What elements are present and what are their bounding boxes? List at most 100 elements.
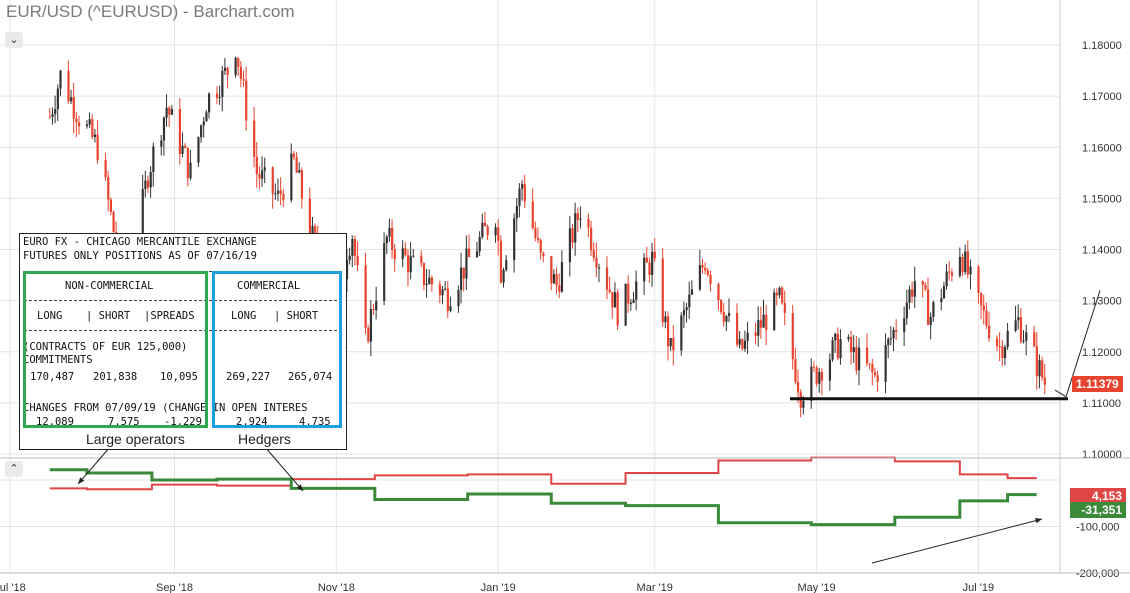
candle-body xyxy=(839,339,842,359)
candle-body xyxy=(146,180,150,188)
candle-body xyxy=(590,227,593,251)
candle-body xyxy=(765,314,768,331)
c-long-value: 269,227 xyxy=(226,371,271,383)
x-tick-label: May '19 xyxy=(797,582,835,593)
candle-body xyxy=(701,265,704,268)
candle-body xyxy=(1025,332,1028,341)
candle-body xyxy=(632,299,635,303)
chevron-down-icon[interactable]: ⌄ xyxy=(5,32,23,48)
candle-body xyxy=(200,125,203,138)
chevron-up-icon[interactable]: ⌃ xyxy=(5,461,23,477)
candle-body xyxy=(1006,330,1009,348)
candle-body xyxy=(791,313,794,360)
candle-body xyxy=(274,193,277,195)
candle-body xyxy=(178,108,182,154)
candle-body xyxy=(412,255,415,257)
candle-body xyxy=(409,256,412,273)
candle-body xyxy=(834,333,837,341)
candle-body xyxy=(743,340,747,349)
candle-body xyxy=(746,332,749,341)
y-tick-label: 1.14000 xyxy=(1082,245,1122,257)
candle-body xyxy=(112,211,115,233)
candle-body xyxy=(109,199,113,212)
candle-body xyxy=(982,305,985,311)
candle-body xyxy=(184,145,187,148)
candle-body xyxy=(728,312,731,317)
candle-body xyxy=(181,145,184,154)
c-short-label: | SHORT xyxy=(274,310,319,322)
arrow-large-operators-head xyxy=(78,477,85,484)
candle-body xyxy=(539,240,542,253)
candle-body xyxy=(404,248,407,256)
candle-body xyxy=(1001,346,1004,359)
nc-long-label: LONG xyxy=(37,310,63,322)
candle-body xyxy=(242,78,245,81)
candle-body xyxy=(497,227,500,241)
candle-body xyxy=(144,180,147,190)
candle-body xyxy=(940,298,943,303)
candle-body xyxy=(420,255,423,264)
candle-body xyxy=(494,227,497,236)
candle-body xyxy=(292,153,296,158)
candle-body xyxy=(876,375,879,382)
candle-body xyxy=(536,237,540,241)
c-long-label: LONG xyxy=(231,310,257,322)
candle-body xyxy=(754,332,757,336)
candle-body xyxy=(430,277,434,285)
candle-body xyxy=(680,315,683,351)
cot-title-line2: FUTURES ONLY POSITIONS AS OF 07/16/19 xyxy=(23,250,257,262)
candle-body xyxy=(300,170,304,199)
candle-body xyxy=(1038,360,1041,377)
candle-body xyxy=(616,292,619,326)
candle-body xyxy=(465,248,468,279)
candle-body xyxy=(444,288,447,290)
candle-body xyxy=(467,248,471,258)
candle-body xyxy=(924,284,927,290)
candle-body xyxy=(1019,317,1023,342)
y-tick-label: 1.16000 xyxy=(1082,142,1122,154)
candle-body xyxy=(608,289,611,293)
nc-long-value: 170,487 xyxy=(30,371,75,383)
candle-body xyxy=(186,147,189,179)
commitments-label: COMMITMENTS xyxy=(23,354,93,366)
candle-body xyxy=(735,312,739,345)
candle-body xyxy=(367,327,370,342)
candle-body xyxy=(985,310,988,326)
candle-body xyxy=(239,66,243,79)
commercial-header: COMMERCIAL xyxy=(237,280,301,292)
divider xyxy=(24,300,342,301)
candle-body xyxy=(889,338,893,340)
arrow-trend xyxy=(871,518,1043,564)
candle-body xyxy=(698,265,702,290)
candle-body xyxy=(218,97,221,99)
candle-body xyxy=(950,272,954,276)
candle-body xyxy=(515,205,518,219)
candle-body xyxy=(560,262,564,292)
candle-body xyxy=(796,382,800,393)
candle-body xyxy=(587,218,590,228)
candle-body xyxy=(478,236,481,252)
candle-body xyxy=(295,157,298,173)
candle-body xyxy=(170,108,174,115)
nc-short-label: | SHORT xyxy=(86,310,131,322)
candle-body xyxy=(775,292,778,296)
candle-body xyxy=(892,329,895,339)
candle-body xyxy=(393,249,396,260)
candle-body xyxy=(168,107,171,115)
candle-body xyxy=(372,309,375,311)
candle-body xyxy=(1043,377,1046,385)
candle-body xyxy=(88,119,91,125)
candle-body xyxy=(282,194,285,201)
candle-body xyxy=(207,93,211,113)
candle-body xyxy=(685,307,688,311)
candle-body xyxy=(574,213,577,243)
candle-body xyxy=(197,137,200,163)
candle-body xyxy=(773,292,776,331)
candle-body xyxy=(571,228,574,243)
candle-body xyxy=(85,124,89,127)
candle-body xyxy=(802,400,805,408)
noncommercial-header: NON-COMMERCIAL xyxy=(65,280,154,292)
candle-body xyxy=(48,116,51,118)
candle-body xyxy=(812,366,816,368)
candle-body xyxy=(598,267,601,269)
